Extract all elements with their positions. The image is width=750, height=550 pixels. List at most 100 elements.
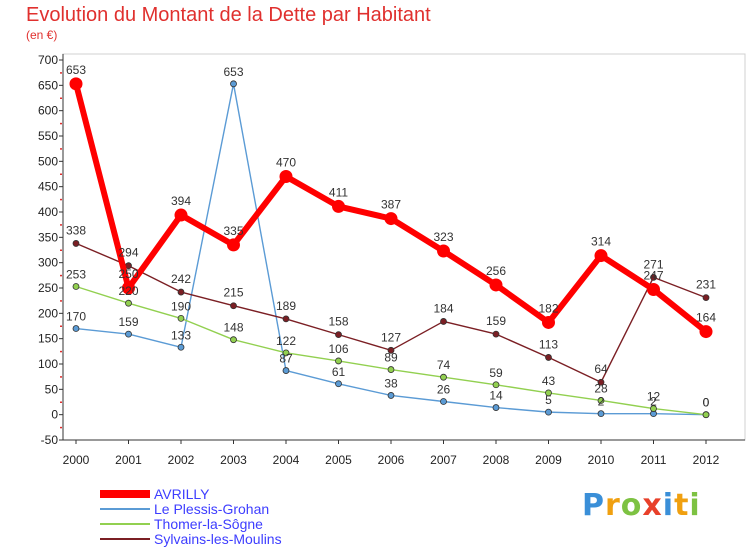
data-point: [72, 325, 80, 332]
x-tick-label: 2009: [535, 453, 562, 467]
legend-label: AVRILLY: [154, 485, 210, 502]
data-point: [492, 381, 500, 389]
data-point: [335, 331, 342, 339]
data-label: 653: [223, 65, 243, 79]
data-label: 14: [489, 389, 503, 403]
data-label: 64: [594, 362, 608, 376]
data-point: [650, 273, 657, 281]
data-label: 61: [332, 365, 346, 379]
data-label: 170: [66, 310, 86, 324]
data-point: [282, 315, 290, 323]
data-label: 394: [171, 194, 191, 208]
data-point: [72, 283, 80, 290]
x-tick-label: 2012: [693, 453, 720, 467]
y-minor-tick: [60, 198, 62, 201]
data-label: 2: [650, 395, 657, 409]
data-point: [69, 77, 83, 91]
y-tick-label: 200: [38, 306, 58, 320]
brand-letter: i: [689, 488, 701, 523]
y-minor-tick: [60, 122, 62, 125]
data-point: [647, 283, 660, 297]
data-point: [384, 212, 398, 226]
y-minor-tick: [60, 72, 62, 74]
data-label: 28: [594, 381, 608, 395]
brand-letter: P: [582, 488, 605, 523]
y-tick-label: 100: [38, 357, 58, 371]
legend-label: Sylvains-les-Moulins: [154, 530, 282, 547]
data-label: 470: [276, 156, 296, 170]
data-label: 247: [643, 269, 663, 283]
data-point: [492, 404, 500, 411]
y-tick-label: 600: [38, 104, 58, 118]
data-label: 159: [118, 315, 138, 329]
x-tick-label: 2006: [378, 453, 405, 467]
data-point: [702, 411, 710, 419]
data-label: 38: [384, 376, 398, 390]
data-point: [332, 199, 345, 213]
data-point: [227, 238, 240, 252]
y-tick-label: 700: [38, 53, 58, 67]
legend-item: Thomer-la-Sôgne: [100, 515, 282, 532]
data-point: [545, 408, 552, 416]
data-label: 87: [279, 352, 293, 366]
brand-letter: i: [662, 488, 675, 523]
legend-swatch: [100, 507, 150, 510]
chart-title: Evolution du Montant de la Dette par Hab…: [26, 4, 431, 26]
data-label: 182: [538, 301, 558, 315]
legend: AVRILLY Le Plessis-Grohan Thomer-la-Sôgne S…: [100, 485, 282, 547]
y-minor-tick: [60, 224, 62, 226]
data-point: [597, 397, 605, 404]
data-point: [542, 315, 555, 329]
data-label: 190: [171, 299, 191, 313]
data-label: 0: [703, 396, 710, 410]
data-label: 653: [66, 63, 86, 77]
legend-label: Le Plessis-Grohan: [154, 500, 270, 517]
data-point: [282, 349, 290, 357]
data-label: 0: [703, 396, 710, 410]
data-point: [230, 80, 237, 88]
data-label: 250: [118, 267, 138, 281]
data-point: [702, 294, 710, 302]
data-point: [122, 281, 135, 295]
y-minor-tick: [60, 274, 62, 277]
x-tick-label: 2008: [483, 453, 510, 467]
data-point: [230, 336, 237, 344]
data-point: [699, 325, 713, 339]
data-label: 12: [647, 390, 661, 404]
data-point: [174, 208, 188, 222]
y-tick-label: 400: [38, 205, 58, 219]
y-minor-tick: [60, 350, 62, 353]
data-point: [492, 330, 500, 338]
data-label: 253: [66, 267, 86, 281]
legend-label: Thomer-la-Sôgne: [154, 515, 263, 532]
y-minor-tick: [60, 249, 62, 251]
chart-subtitle: (en €): [26, 28, 58, 42]
data-label: 122: [276, 334, 296, 348]
data-point: [387, 392, 395, 399]
x-tick-label: 2011: [641, 453, 667, 467]
data-label: 127: [381, 330, 401, 344]
brand-letter: o: [620, 488, 643, 523]
brand-letter: x: [642, 488, 663, 523]
data-point: [177, 314, 185, 322]
x-tick-label: 2005: [325, 453, 352, 467]
data-label: 158: [328, 315, 348, 329]
data-label: 335: [223, 224, 243, 238]
data-label: 256: [486, 264, 506, 278]
data-point: [597, 378, 605, 386]
data-point: [387, 366, 395, 373]
data-label: 189: [276, 299, 296, 313]
y-minor-tick: [60, 97, 62, 99]
data-label: 148: [223, 321, 243, 335]
data-point: [440, 398, 447, 405]
legend-item: Le Plessis-Grohan: [100, 500, 282, 517]
data-label: 43: [542, 374, 556, 388]
y-minor-tick: [60, 401, 62, 403]
data-label: 89: [384, 351, 398, 365]
brand-logo: Proxiti: [582, 488, 701, 523]
data-label: 164: [696, 311, 716, 325]
y-minor-tick: [60, 325, 62, 327]
y-tick-label: 650: [38, 78, 58, 92]
